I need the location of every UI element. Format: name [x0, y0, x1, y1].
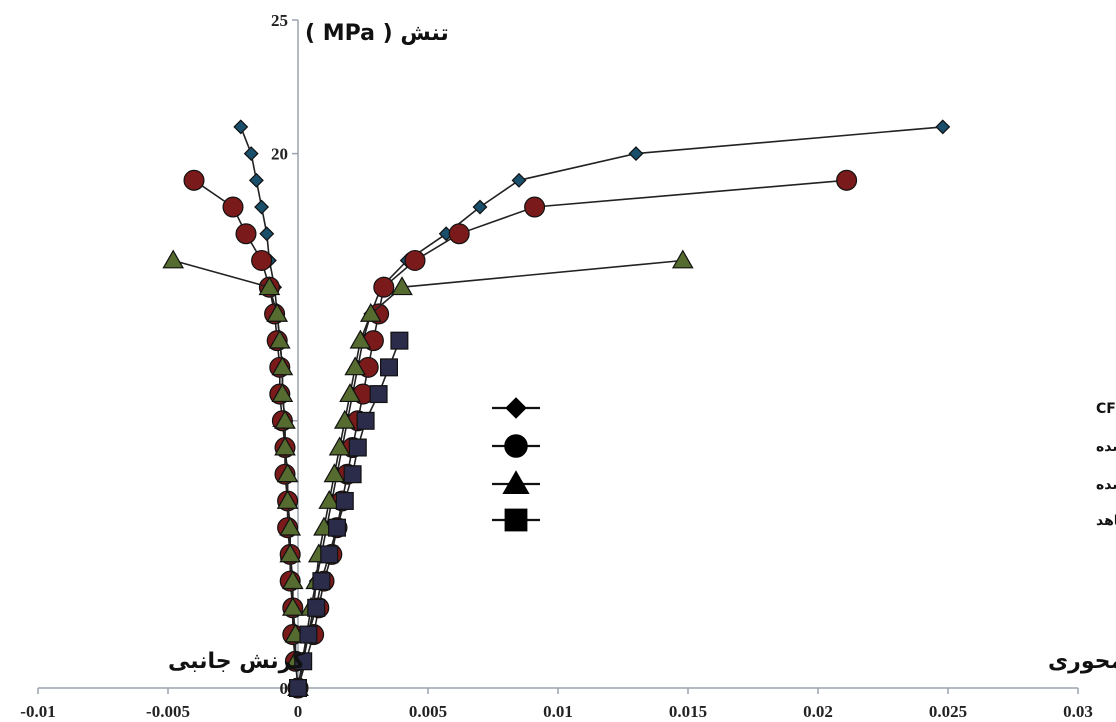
data-point-diamond — [259, 226, 275, 242]
x-tick-label: 0.03 — [1063, 702, 1093, 721]
y-ticks: 05102025 — [271, 11, 298, 698]
series-2 — [162, 249, 694, 696]
data-point-square — [343, 465, 362, 484]
data-point-triangle — [281, 596, 304, 616]
data-point-circle — [373, 276, 395, 298]
y-tick-label: 20 — [271, 145, 288, 164]
data-point-diamond — [511, 172, 527, 188]
series-0 — [233, 119, 951, 696]
data-point-triangle — [279, 543, 302, 563]
data-point-square — [289, 678, 308, 697]
axes: -0.01 -0.005 0 0.005 0.01 0.015 0.02 0.025 0.03 … — [20, 11, 1093, 721]
data-point-diamond — [628, 146, 644, 162]
x-tick-label: -0.01 — [20, 702, 55, 721]
legend-item: نمونه های دارای ۴ حفره تزریق شده — [492, 470, 1116, 495]
y-tick-label: 0 — [280, 679, 289, 698]
data-point-diamond — [243, 146, 259, 162]
legend-label: نمونه های شاهد — [1096, 513, 1116, 529]
series-layer — [162, 119, 951, 699]
x-axis-label-lateral: کرنش جانبی — [168, 649, 305, 674]
data-point-diamond — [472, 199, 488, 215]
data-point-triangle — [276, 489, 299, 509]
legend-item: نمونه های دارای ۸ حفره تزریق شده و محصور… — [492, 397, 1116, 419]
data-point-square — [294, 652, 313, 671]
data-point-diamond — [935, 119, 951, 135]
x-axis-label-axial: کرنش محوری — [1048, 649, 1116, 674]
data-point-square — [320, 545, 339, 564]
legend-label: نمونه های دارای ۸ حفره تزریق شده — [1096, 439, 1116, 455]
x-tick-label: 0.005 — [409, 702, 447, 721]
data-point-square — [380, 358, 399, 377]
data-point-circle — [222, 196, 244, 218]
legend-marker-triangle — [502, 470, 530, 495]
data-point-triangle — [671, 249, 694, 269]
legend-label: نمونه های دارای ۴ حفره تزریق شده — [1096, 477, 1116, 493]
data-point-diamond — [248, 172, 264, 188]
data-point-square — [335, 491, 354, 510]
x-tick-label: 0.025 — [929, 702, 967, 721]
y-tick-label: 25 — [271, 11, 288, 30]
legend-item: نمونه های شاهد — [492, 508, 1116, 532]
data-point-circle — [448, 223, 470, 245]
data-point-triangle — [359, 302, 382, 322]
data-point-circle — [251, 249, 273, 272]
series-3 — [289, 331, 409, 697]
data-point-triangle — [344, 356, 367, 376]
series-0-axial-line — [297, 126, 943, 689]
data-point-triangle — [391, 276, 413, 296]
data-point-square — [356, 411, 375, 430]
data-point-triangle — [271, 356, 294, 376]
data-point-triangle — [271, 383, 294, 403]
data-point-triangle — [274, 409, 296, 429]
series-1-axial-line — [297, 179, 847, 689]
data-point-triangle — [266, 302, 289, 322]
data-point-triangle — [339, 383, 361, 403]
data-point-square — [307, 598, 326, 617]
legend-marker-diamond — [505, 397, 527, 419]
data-point-triangle — [276, 463, 299, 483]
x-tick-label: 0.01 — [543, 702, 573, 721]
data-point-triangle — [328, 436, 351, 456]
legend-label: نمونه های دارای ۸ حفره تزریق شده و محصور… — [1096, 401, 1116, 417]
y-axis-label: ( MPa ) تنش — [305, 21, 449, 46]
data-point-circle — [235, 223, 257, 245]
data-point-square — [299, 625, 318, 644]
x-tick-label: 0.02 — [803, 702, 833, 721]
data-point-triangle — [318, 489, 341, 509]
x-tick-label: 0.015 — [669, 702, 707, 721]
data-point-diamond — [254, 199, 270, 215]
x-ticks: -0.01 -0.005 0 0.005 0.01 0.015 0.02 0.025 0.03 — [20, 688, 1093, 721]
series-2-lateral-line — [172, 259, 297, 662]
data-point-square — [390, 331, 409, 350]
data-point-diamond — [233, 119, 249, 135]
data-point-triangle — [162, 249, 185, 269]
data-point-circle — [836, 169, 858, 191]
data-point-square — [348, 438, 367, 457]
x-tick-label: 0 — [294, 702, 303, 721]
legend-marker-square — [504, 508, 528, 532]
legend-item: نمونه های دارای ۸ حفره تزریق شده — [492, 434, 1116, 458]
data-point-square — [312, 572, 331, 591]
legend: نمونه های دارای ۸ حفره تزریق شده و محصور… — [492, 397, 1116, 532]
data-point-circle — [404, 249, 426, 272]
data-point-triangle — [349, 329, 372, 349]
data-point-circle — [524, 196, 546, 218]
data-point-triangle — [281, 570, 304, 590]
data-point-triangle — [333, 409, 356, 429]
data-point-triangle — [279, 516, 302, 536]
data-point-triangle — [268, 329, 291, 349]
data-point-triangle — [323, 463, 346, 483]
data-point-square — [328, 518, 347, 537]
data-point-triangle — [274, 436, 296, 456]
data-point-triangle — [258, 276, 281, 296]
legend-marker-circle — [504, 434, 528, 458]
data-point-square — [369, 385, 388, 404]
x-tick-label: -0.005 — [146, 702, 190, 721]
data-point-circle — [183, 169, 205, 191]
